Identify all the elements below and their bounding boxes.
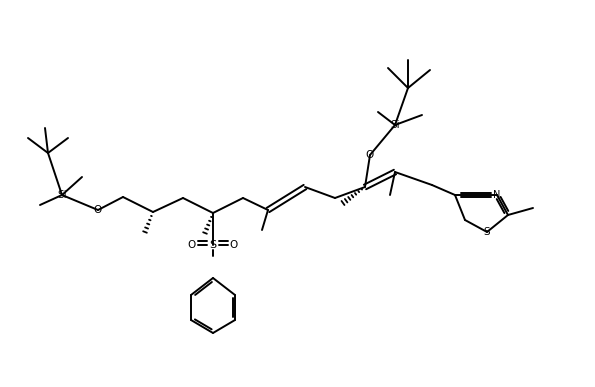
Text: N: N (493, 190, 500, 200)
Text: O: O (230, 240, 238, 250)
Text: S: S (209, 240, 217, 250)
Text: Si: Si (57, 190, 67, 200)
Text: O: O (94, 205, 102, 215)
Text: O: O (188, 240, 196, 250)
Text: S: S (484, 227, 490, 237)
Text: O: O (366, 150, 374, 160)
Text: Si: Si (390, 120, 400, 130)
